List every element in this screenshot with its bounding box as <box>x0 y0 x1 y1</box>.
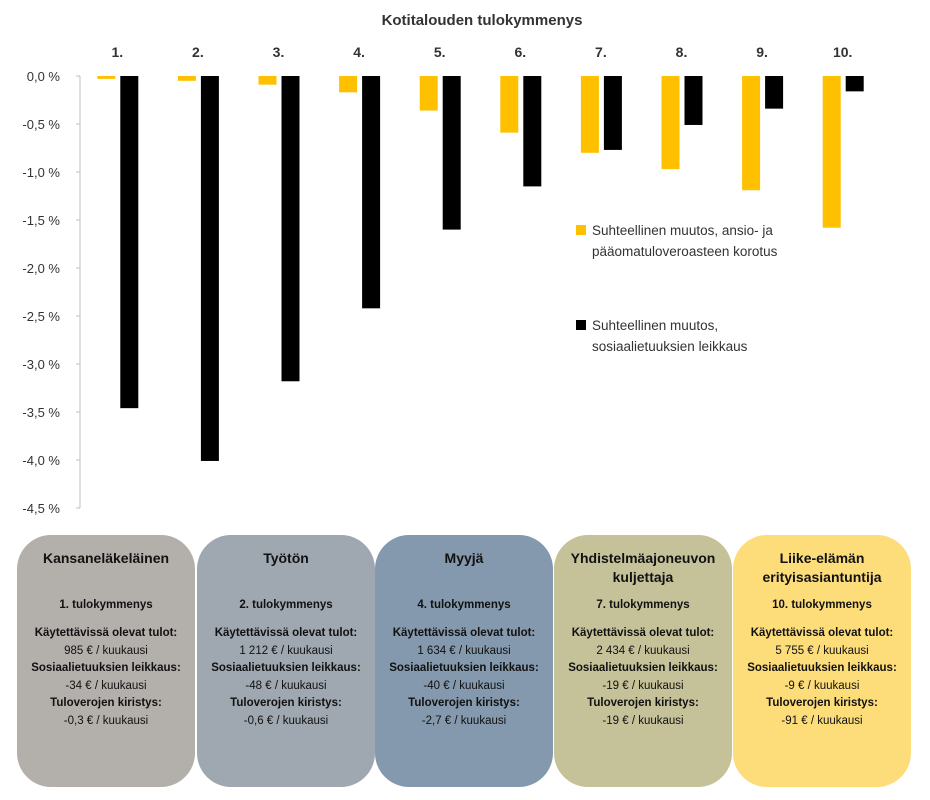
detail-value: 1 634 € / kuukausi <box>417 644 511 657</box>
legend-swatch <box>576 225 586 235</box>
detail-label: Tuloverojen kiristys: <box>230 697 342 709</box>
x-category-label: 3. <box>273 44 285 60</box>
card-title: Työtön <box>263 550 309 566</box>
detail-value: -9 € / kuukausi <box>784 679 860 692</box>
card-title: Myyjä <box>444 550 484 566</box>
detail-value: -0,3 € / kuukausi <box>63 714 149 727</box>
card-details: Käytettävissä olevat tulot: 1 634 € / kuu… <box>381 625 547 730</box>
card-decile: 10. tulokymmenys <box>772 599 872 611</box>
y-tick-label: 0,0 % <box>27 69 61 84</box>
detail-value: 985 € / kuukausi <box>64 644 148 657</box>
detail-label: Tuloverojen kiristys: <box>408 697 520 709</box>
persona-card: Työtön 2. tulokymmenys Käytettävissä oleva… <box>197 535 375 787</box>
detail-value: -48 € / kuukausi <box>245 679 327 692</box>
bar-tax-increase <box>419 76 438 111</box>
detail-label: Käytettävissä olevat tulot: <box>34 627 178 639</box>
x-category-label: 9. <box>756 44 768 60</box>
bar-tax-increase <box>339 76 358 93</box>
detail-value: -0,6 € / kuukausi <box>243 714 329 727</box>
y-tick-label: -3,0 % <box>22 357 60 372</box>
y-tick-label: -2,0 % <box>22 261 60 276</box>
card-decile: 2. tulokymmenys <box>239 599 333 611</box>
bar-benefit-cut <box>362 76 381 309</box>
card-decile: 7. tulokymmenys <box>596 599 690 611</box>
y-tick-label: -1,5 % <box>22 213 60 228</box>
card-title: Liike-elämän erityisasiantuntija <box>762 550 882 585</box>
bar-benefit-cut <box>442 76 461 230</box>
legend: Suhteellinen muutos, ansio- ja pääomatulo… <box>576 223 778 354</box>
card-details: Käytettävissä olevat tulot: 985 € / kuuka… <box>23 625 189 730</box>
detail-label: Sosiaalietuuksien leikkaus: <box>389 662 539 674</box>
x-category-label: 10. <box>833 44 852 60</box>
bar-tax-increase <box>258 76 277 85</box>
card-title: Yhdistelmäajoneuvon kuljettaja <box>570 550 716 585</box>
bar-chart: Kotitalouden tulokymmenys 0,0 % -0,5 % -1,… <box>22 12 864 516</box>
bar-benefit-cut <box>684 76 703 125</box>
y-tick-label: -4,0 % <box>22 453 60 468</box>
detail-value: 5 755 € / kuukausi <box>775 644 869 657</box>
bar-tax-increase <box>742 76 761 191</box>
legend-label: Suhteellinen muutos, ansio- ja <box>592 223 773 238</box>
bar-benefit-cut <box>523 76 542 187</box>
detail-label: Tuloverojen kiristys: <box>50 697 162 709</box>
detail-label: Käytettävissä olevat tulot: <box>214 627 358 639</box>
bar-benefit-cut <box>603 76 622 150</box>
detail-value: -91 € / kuukausi <box>781 714 863 727</box>
x-category-label: 1. <box>111 44 123 60</box>
y-tick-label: -0,5 % <box>22 117 60 132</box>
legend-label: sosiaalietuuksien leikkaus <box>592 339 748 354</box>
y-tick-label: -2,5 % <box>22 309 60 324</box>
x-category-label: 5. <box>434 44 446 60</box>
persona-card: Yhdistelmäajoneuvon kuljettaja 7. tulokym… <box>554 535 732 787</box>
bar-tax-increase <box>177 76 196 81</box>
bar-benefit-cut <box>281 76 300 382</box>
y-tick-label: -4,5 % <box>22 501 60 516</box>
detail-value: -19 € / kuukausi <box>602 714 684 727</box>
persona-card: Kansaneläkeläinen 1. tulokymmenys Käytettä… <box>17 535 195 787</box>
card-details: Käytettävissä olevat tulot: 5 755 € / kuu… <box>739 625 905 730</box>
bar-benefit-cut <box>120 76 139 409</box>
x-category-label: 6. <box>514 44 526 60</box>
legend-swatch <box>576 320 586 330</box>
detail-value: -19 € / kuukausi <box>602 679 684 692</box>
persona-card: Liike-elämän erityisasiantuntija 10. tulo… <box>733 535 911 787</box>
bar-tax-increase <box>580 76 599 153</box>
detail-label: Käytettävissä olevat tulot: <box>392 627 536 639</box>
detail-label: Käytettävissä olevat tulot: <box>571 627 715 639</box>
bar-benefit-cut <box>765 76 784 109</box>
bar-tax-increase <box>97 76 116 79</box>
detail-label: Käytettävissä olevat tulot: <box>750 627 894 639</box>
detail-label: Tuloverojen kiristys: <box>766 697 878 709</box>
bar-tax-increase <box>661 76 680 170</box>
detail-label: Sosiaalietuuksien leikkaus: <box>747 662 897 674</box>
detail-value: -40 € / kuukausi <box>423 679 505 692</box>
bar-tax-increase <box>500 76 519 133</box>
bar-benefit-cut <box>200 76 219 461</box>
x-category-label: 2. <box>192 44 204 60</box>
detail-label: Sosiaalietuuksien leikkaus: <box>568 662 718 674</box>
legend-label: Suhteellinen muutos, <box>592 318 718 333</box>
detail-label: Sosiaalietuuksien leikkaus: <box>31 662 181 674</box>
detail-label: Sosiaalietuuksien leikkaus: <box>211 662 361 674</box>
x-category-label: 8. <box>676 44 688 60</box>
card-decile: 1. tulokymmenys <box>59 599 153 611</box>
card-decile: 4. tulokymmenys <box>417 599 511 611</box>
detail-value: -34 € / kuukausi <box>65 679 147 692</box>
card-title: Kansaneläkeläinen <box>42 550 170 566</box>
card-details: Käytettävissä olevat tulot: 2 434 € / kuu… <box>560 625 726 730</box>
legend-label: pääomatuloveroasteen korotus <box>592 244 778 259</box>
y-tick-label: -3,5 % <box>22 405 60 420</box>
card-details: Käytettävissä olevat tulot: 1 212 € / kuu… <box>203 625 369 730</box>
chart-title: Kotitalouden tulokymmenys <box>382 12 583 29</box>
detail-value: 2 434 € / kuukausi <box>596 644 690 657</box>
detail-label: Tuloverojen kiristys: <box>587 697 699 709</box>
x-category-label: 7. <box>595 44 607 60</box>
detail-value: -2,7 € / kuukausi <box>421 714 507 727</box>
detail-value: 1 212 € / kuukausi <box>239 644 333 657</box>
bar-tax-increase <box>822 76 841 228</box>
x-category-label: 4. <box>353 44 365 60</box>
y-tick-label: -1,0 % <box>22 165 60 180</box>
persona-card: Myyjä 4. tulokymmenys Käytettävissä olevat… <box>375 535 553 787</box>
bar-benefit-cut <box>845 76 864 92</box>
